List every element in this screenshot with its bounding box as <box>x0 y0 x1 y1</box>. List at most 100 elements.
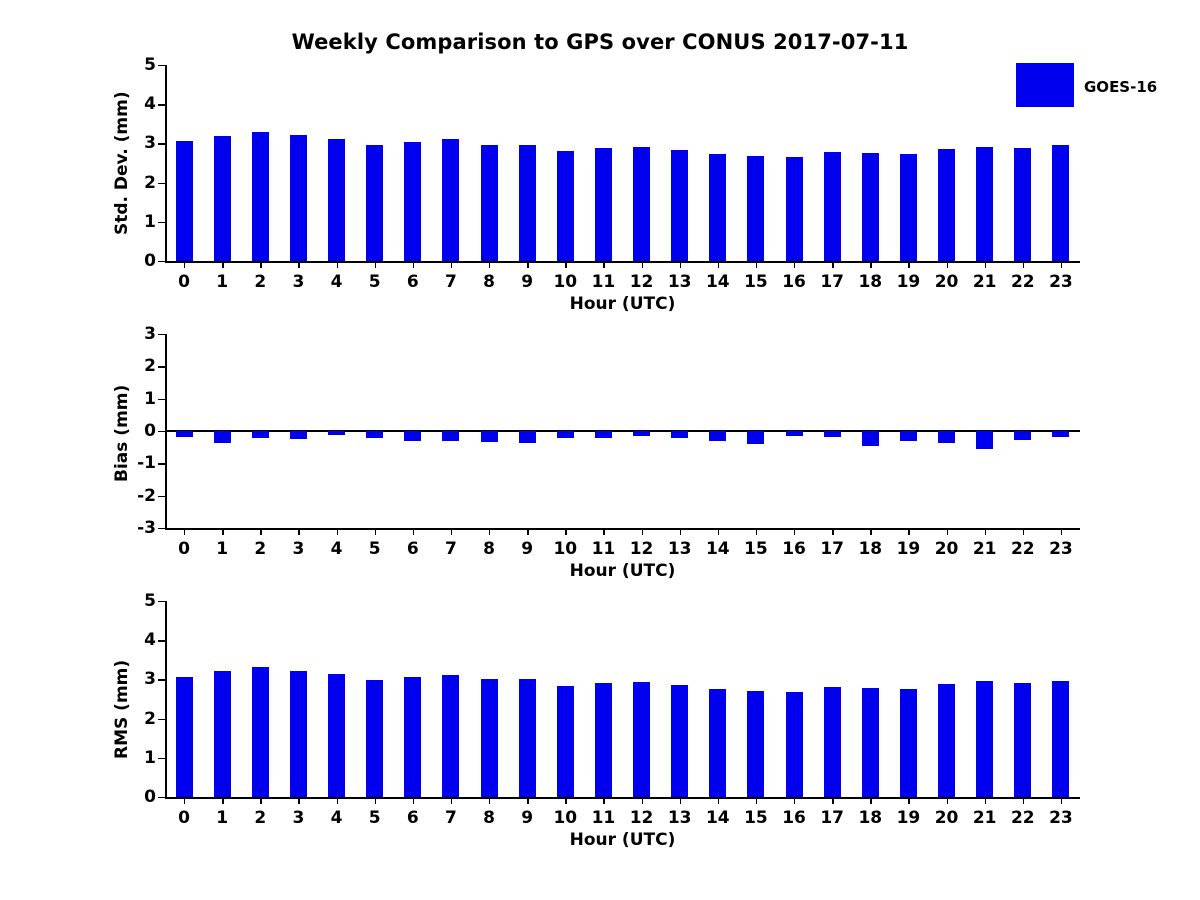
bar <box>442 431 460 441</box>
x-tick-mark <box>794 528 796 535</box>
y-tick-label: 0 <box>144 421 156 441</box>
x-tick-mark <box>184 261 186 268</box>
y-tick-label: 1 <box>144 211 156 232</box>
x-tick-label: 16 <box>782 808 806 828</box>
x-tick-label: 17 <box>820 272 845 292</box>
x-tick-label: 18 <box>858 808 883 828</box>
x-tick-mark <box>870 797 872 804</box>
bar <box>289 670 307 797</box>
y-tick-label: -3 <box>137 518 156 538</box>
y-tick-label: 2 <box>144 708 156 729</box>
bar <box>747 690 765 797</box>
x-tick-mark <box>412 528 415 535</box>
bar <box>823 151 841 261</box>
x-tick-label: 7 <box>445 808 457 828</box>
y-tick-mark <box>158 640 165 642</box>
x-tick-label: 21 <box>972 539 997 559</box>
x-tick-label: 4 <box>330 808 343 828</box>
bar <box>823 687 841 797</box>
x-tick-label: 23 <box>1049 272 1073 292</box>
x-tick-mark <box>527 797 529 804</box>
x-tick-mark <box>222 797 224 804</box>
bar <box>213 136 231 261</box>
bar <box>976 680 994 797</box>
bar <box>442 674 460 797</box>
y-tick-mark <box>158 757 165 760</box>
y-tick-mark <box>158 366 165 368</box>
bar <box>861 153 879 261</box>
y-axis-spine <box>165 601 167 797</box>
bar <box>404 141 422 261</box>
x-tick-mark <box>984 528 987 535</box>
x-tick-label: 20 <box>934 272 959 292</box>
y-tick-label: 2 <box>144 172 156 193</box>
x-tick-mark <box>565 528 567 535</box>
bar <box>671 684 689 797</box>
bar <box>633 146 651 261</box>
y-tick-mark <box>158 334 165 336</box>
x-tick-mark <box>641 797 643 804</box>
x-axis-label-std-dev: Hour (UTC) <box>569 294 676 314</box>
x-tick-mark <box>489 261 491 268</box>
x-tick-label: 15 <box>744 808 768 828</box>
y-tick-mark <box>158 679 165 681</box>
y-tick-mark <box>158 797 165 799</box>
x-tick-mark <box>794 261 796 268</box>
x-tick-label: 0 <box>178 539 190 559</box>
x-tick-label: 23 <box>1049 808 1073 828</box>
x-tick-label: 1 <box>216 272 229 292</box>
x-tick-mark <box>832 797 834 804</box>
bar <box>289 135 307 261</box>
bar <box>175 677 193 797</box>
bar <box>747 156 765 261</box>
x-tick-mark <box>336 528 338 535</box>
x-tick-label: 14 <box>705 272 730 292</box>
bar <box>404 676 422 797</box>
x-tick-mark <box>1022 797 1025 804</box>
x-tick-label: 5 <box>368 808 381 828</box>
x-tick-mark <box>908 797 910 804</box>
x-tick-mark <box>222 261 224 268</box>
x-tick-label: 23 <box>1049 539 1073 559</box>
y-tick-label: 1 <box>144 747 156 768</box>
x-tick-label: 13 <box>667 539 692 559</box>
x-tick-label: 11 <box>591 539 616 559</box>
x-tick-label: 21 <box>972 272 997 292</box>
bar <box>480 431 498 442</box>
x-tick-mark <box>336 261 338 268</box>
bar <box>442 139 460 261</box>
bar <box>175 141 193 261</box>
x-tick-label: 4 <box>330 539 343 559</box>
x-tick-mark <box>946 797 948 804</box>
x-tick-mark <box>755 797 758 804</box>
x-tick-label: 2 <box>254 539 267 559</box>
x-tick-mark <box>260 797 262 804</box>
bar <box>480 144 498 261</box>
x-tick-label: 22 <box>1010 539 1035 559</box>
x-tick-mark <box>641 528 643 535</box>
x-tick-mark <box>679 261 682 268</box>
x-tick-mark <box>908 261 910 268</box>
x-tick-mark <box>794 797 796 804</box>
legend: GOES-16 <box>1016 63 1176 109</box>
x-tick-mark <box>184 528 186 535</box>
bar <box>366 680 384 797</box>
x-tick-mark <box>336 797 338 804</box>
x-tick-label: 3 <box>292 808 305 828</box>
x-tick-mark <box>984 261 987 268</box>
x-tick-label: 22 <box>1010 808 1035 828</box>
x-tick-mark <box>565 797 567 804</box>
bar <box>671 431 689 438</box>
x-tick-mark <box>717 261 720 268</box>
x-tick-label: 21 <box>972 808 997 828</box>
bar <box>709 153 727 261</box>
x-tick-label: 10 <box>553 808 578 828</box>
x-tick-label: 9 <box>521 539 534 559</box>
x-tick-label: 16 <box>782 272 806 292</box>
bar <box>1052 144 1070 261</box>
x-tick-mark <box>450 797 453 804</box>
x-tick-mark <box>374 797 377 804</box>
y-tick-mark <box>158 718 165 720</box>
